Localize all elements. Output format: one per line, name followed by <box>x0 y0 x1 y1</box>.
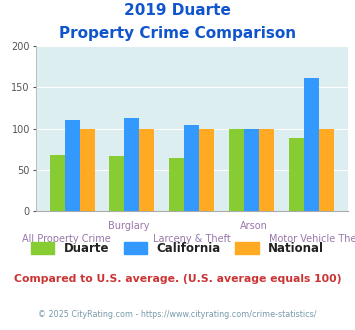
Legend: Duarte, California, National: Duarte, California, National <box>26 237 329 259</box>
Bar <box>304 78 319 211</box>
Text: All Property Crime: All Property Crime <box>22 234 111 244</box>
Bar <box>199 129 214 211</box>
Bar <box>80 129 94 211</box>
Text: © 2025 CityRating.com - https://www.cityrating.com/crime-statistics/: © 2025 CityRating.com - https://www.city… <box>38 310 317 319</box>
Bar <box>140 129 154 211</box>
Text: Property Crime Comparison: Property Crime Comparison <box>59 26 296 41</box>
Bar <box>259 129 274 211</box>
Bar <box>65 120 80 211</box>
Bar <box>184 125 199 211</box>
Text: Arson: Arson <box>240 221 268 231</box>
Text: 2019 Duarte: 2019 Duarte <box>124 3 231 18</box>
Text: Compared to U.S. average. (U.S. average equals 100): Compared to U.S. average. (U.S. average … <box>14 274 341 284</box>
Text: Motor Vehicle Theft: Motor Vehicle Theft <box>269 234 355 244</box>
Bar <box>109 156 125 211</box>
Text: Larceny & Theft: Larceny & Theft <box>153 234 231 244</box>
Bar <box>289 138 304 211</box>
Bar <box>319 129 334 211</box>
Bar <box>169 157 184 211</box>
Bar <box>229 129 244 211</box>
Bar <box>125 118 140 211</box>
Bar <box>244 129 259 211</box>
Text: Burglary: Burglary <box>109 221 150 231</box>
Bar <box>50 155 65 211</box>
